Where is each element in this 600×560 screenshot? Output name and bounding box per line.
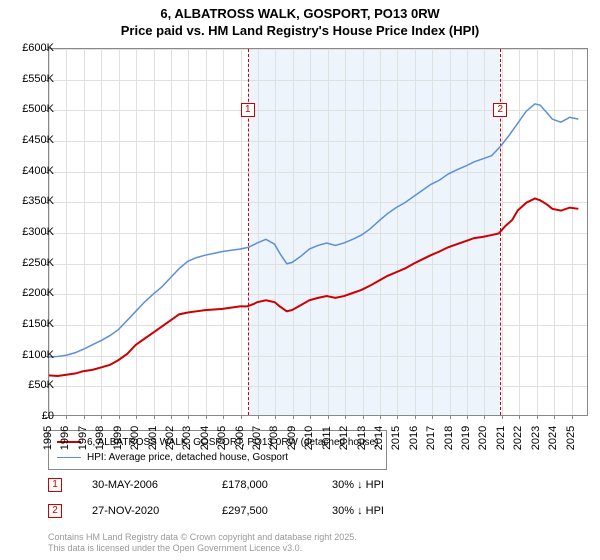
x-axis-label: 1998 (94, 426, 106, 450)
y-axis-label: £250K (6, 257, 54, 269)
chart-sale-marker: 2 (493, 103, 507, 117)
x-axis-label: 2025 (565, 426, 577, 450)
x-axis-label: 1997 (77, 426, 89, 450)
sale-price-1: £178,000 (222, 479, 302, 491)
x-axis-label: 1999 (112, 426, 124, 450)
x-axis-label: 2020 (478, 426, 490, 450)
x-axis-label: 2016 (408, 426, 420, 450)
x-axis-label: 2019 (460, 426, 472, 450)
x-axis-label: 2021 (495, 426, 507, 450)
x-axis-label: 2012 (338, 426, 350, 450)
attribution-line1: Contains HM Land Registry data © Crown c… (48, 532, 357, 543)
x-axis-label: 2006 (234, 426, 246, 450)
y-axis-label: £550K (6, 73, 54, 85)
y-axis-label: £600K (6, 42, 54, 54)
sale-date-2: 27-NOV-2020 (92, 505, 192, 517)
x-axis-label: 2015 (391, 426, 403, 450)
sale-row-2: 2 27-NOV-2020 £297,500 30% ↓ HPI (48, 504, 568, 518)
x-axis-label: 2005 (216, 426, 228, 450)
chart-plot-area: 12 (48, 48, 588, 416)
x-axis-label: 2024 (547, 426, 559, 450)
y-axis-label: £100K (6, 349, 54, 361)
y-axis-label: £300K (6, 226, 54, 238)
x-axis-label: 2001 (147, 426, 159, 450)
x-axis-label: 2008 (269, 426, 281, 450)
sale-pct-1: 30% ↓ HPI (332, 479, 384, 491)
sale-row-1: 1 30-MAY-2006 £178,000 30% ↓ HPI (48, 478, 568, 492)
sale-date-1: 30-MAY-2006 (92, 479, 192, 491)
x-axis-label: 2007 (251, 426, 263, 450)
y-axis-label: £0 (6, 410, 54, 422)
sale-pct-2: 30% ↓ HPI (332, 505, 384, 517)
x-axis-label: 2009 (286, 426, 298, 450)
x-axis-label: 2000 (129, 426, 141, 450)
sale-price-2: £297,500 (222, 505, 302, 517)
x-axis-label: 2013 (356, 426, 368, 450)
title-line1: 6, ALBATROSS WALK, GOSPORT, PO13 0RW (0, 6, 600, 23)
x-axis-label: 2018 (443, 426, 455, 450)
x-axis-label: 1996 (60, 426, 72, 450)
title-line2: Price paid vs. HM Land Registry's House … (0, 23, 600, 40)
y-axis-label: £200K (6, 287, 54, 299)
y-axis-label: £350K (6, 195, 54, 207)
y-axis-label: £450K (6, 134, 54, 146)
x-axis-label: 2011 (321, 426, 333, 450)
x-axis-label: 2010 (304, 426, 316, 450)
y-axis-label: £50K (6, 379, 54, 391)
x-axis-label: 2003 (182, 426, 194, 450)
x-axis-label: 2023 (530, 426, 542, 450)
y-axis-label: £400K (6, 165, 54, 177)
sale-marker-1: 1 (48, 478, 62, 492)
x-axis-label: 2017 (425, 426, 437, 450)
chart-title: 6, ALBATROSS WALK, GOSPORT, PO13 0RW Pri… (0, 0, 600, 40)
y-axis-label: £500K (6, 103, 54, 115)
sale-marker-2: 2 (48, 504, 62, 518)
x-axis-label: 2002 (164, 426, 176, 450)
x-axis-label: 2022 (513, 426, 525, 450)
legend-item: HPI: Average price, detached house, Gosp… (57, 450, 378, 465)
attribution-line2: This data is licensed under the Open Gov… (48, 543, 357, 554)
y-axis-label: £150K (6, 318, 54, 330)
x-axis-label: 1995 (42, 426, 54, 450)
x-axis-label: 2014 (373, 426, 385, 450)
x-axis-label: 2004 (199, 426, 211, 450)
chart-sale-marker: 1 (241, 103, 255, 117)
attribution: Contains HM Land Registry data © Crown c… (48, 532, 357, 554)
